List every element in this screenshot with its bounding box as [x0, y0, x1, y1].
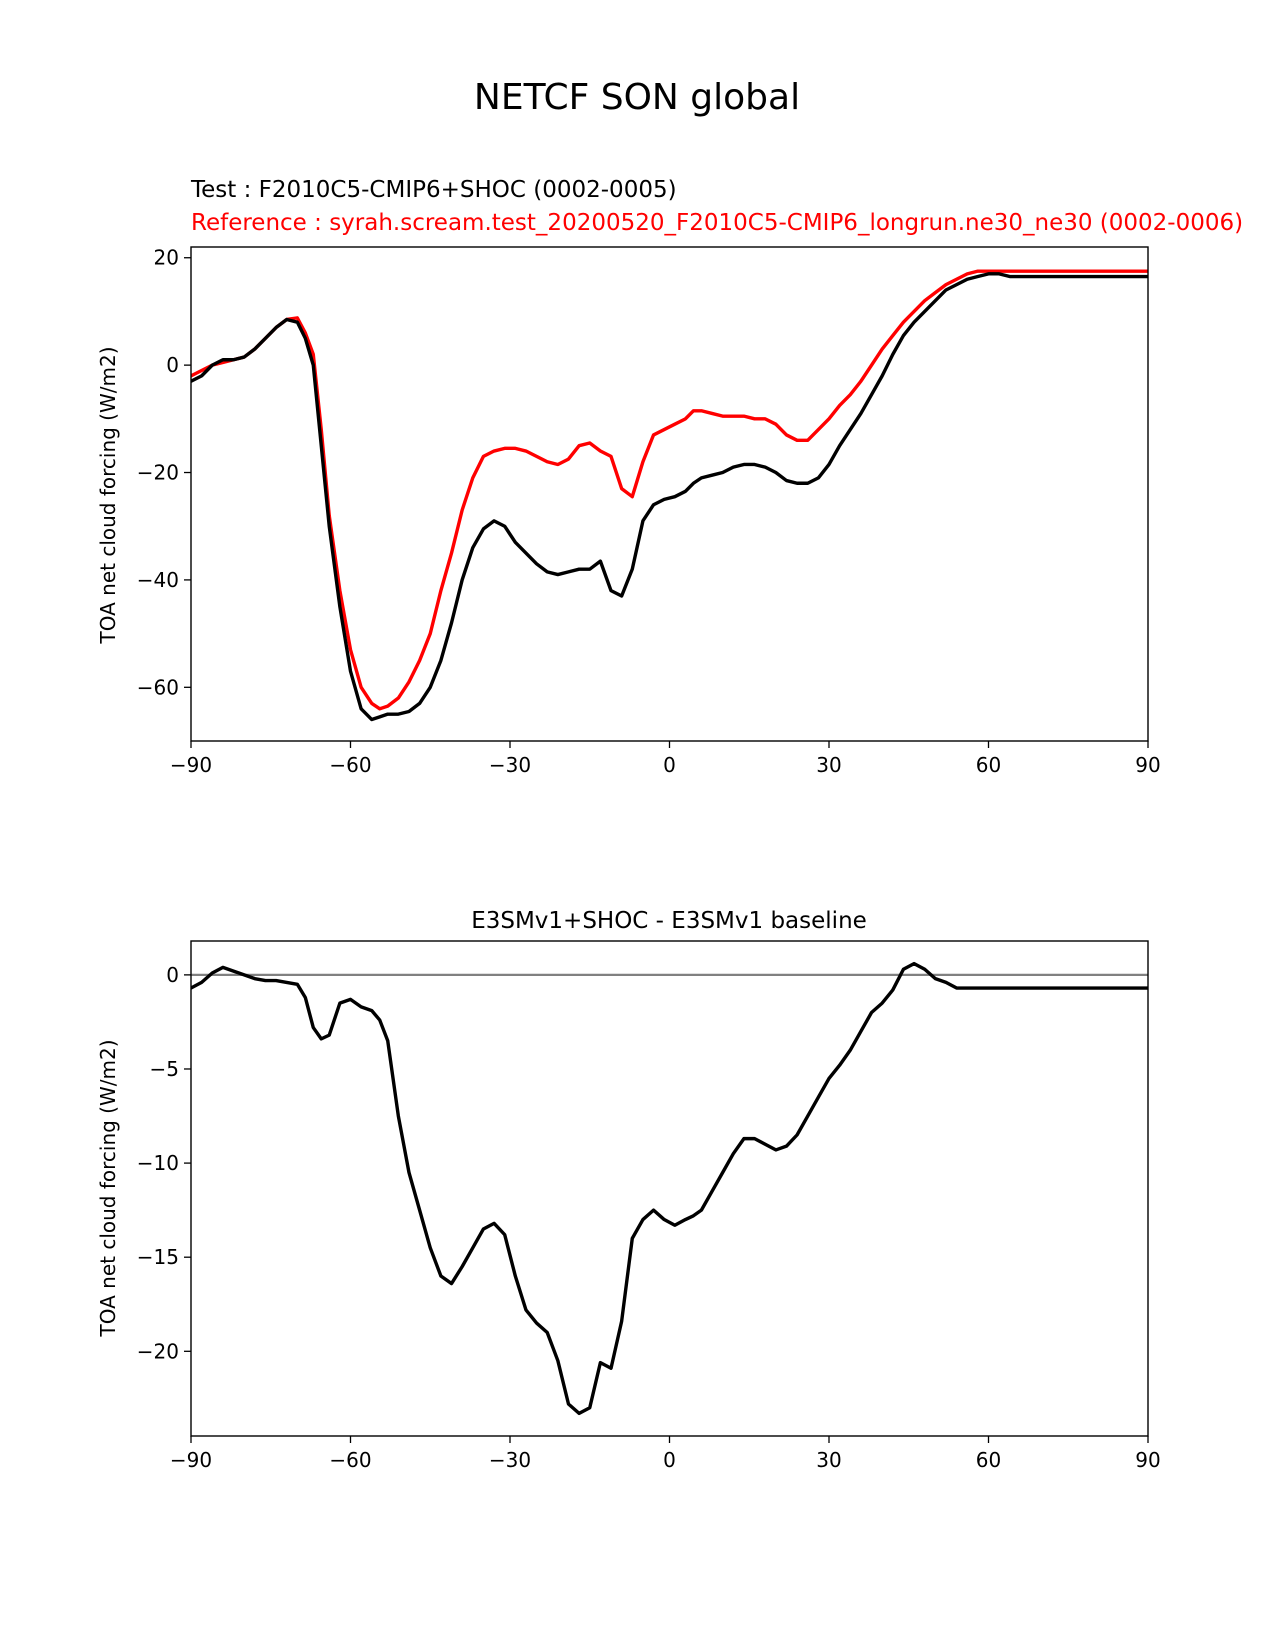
x-tick-label: 60	[976, 1448, 1001, 1472]
x-tick-label: −90	[170, 753, 212, 777]
y-tick-label: −15	[137, 1245, 179, 1269]
x-tick-label: −30	[489, 753, 531, 777]
difference-title: E3SMv1+SHOC - E3SMv1 baseline	[471, 908, 867, 934]
x-tick-label: 60	[976, 753, 1001, 777]
x-tick-label: −90	[170, 1448, 212, 1472]
bottom-plot-area: −90 −60 −30 0 30 60 90 0 −5 −10 −15 −20	[137, 940, 1161, 1472]
bottom-panel: E3SMv1+SHOC - E3SMv1 baseline TOA net cl…	[96, 908, 1161, 1472]
x-tick-label: 0	[663, 1448, 676, 1472]
x-tick-label: −60	[329, 753, 371, 777]
x-tick-label: 90	[1135, 753, 1160, 777]
top-y-axis-label: TOA net cloud forcing (W/m2)	[96, 346, 120, 644]
reference-label: Reference : syrah.scream.test_20200520_F…	[191, 210, 1243, 236]
bottom-y-axis-label: TOA net cloud forcing (W/m2)	[96, 1039, 120, 1337]
top-plot-area: −90 −60 −30 0 30 60 90 20 0 −20 −40 −60	[137, 246, 1161, 777]
test-label: Test : F2010C5-CMIP6+SHOC (0002-0005)	[190, 177, 677, 203]
x-tick-label: 30	[816, 1448, 841, 1472]
axes-frame	[190, 246, 1149, 742]
series-line-reference	[191, 269, 1148, 711]
x-tick-label: 0	[663, 753, 676, 777]
y-tick-label: −10	[137, 1151, 179, 1175]
y-tick-label: −40	[137, 568, 179, 592]
series-line-difference	[191, 961, 1148, 1416]
x-tick-label: 30	[816, 753, 841, 777]
y-tick-label: −60	[137, 675, 179, 699]
x-tick-label: 90	[1135, 1448, 1160, 1472]
y-tick-label: −20	[137, 1339, 179, 1363]
top-panel: Test : F2010C5-CMIP6+SHOC (0002-0005) Re…	[96, 177, 1243, 777]
x-tick-label: −60	[329, 1448, 371, 1472]
y-tick-label: −5	[150, 1057, 179, 1081]
figure-title: NETCF SON global	[474, 77, 800, 118]
y-tick-label: 20	[154, 246, 179, 270]
y-tick-label: 0	[166, 353, 179, 377]
y-tick-label: −20	[137, 461, 179, 485]
y-tick-label: 0	[166, 963, 179, 987]
x-tick-label: −30	[489, 1448, 531, 1472]
series-line-test	[191, 272, 1148, 722]
